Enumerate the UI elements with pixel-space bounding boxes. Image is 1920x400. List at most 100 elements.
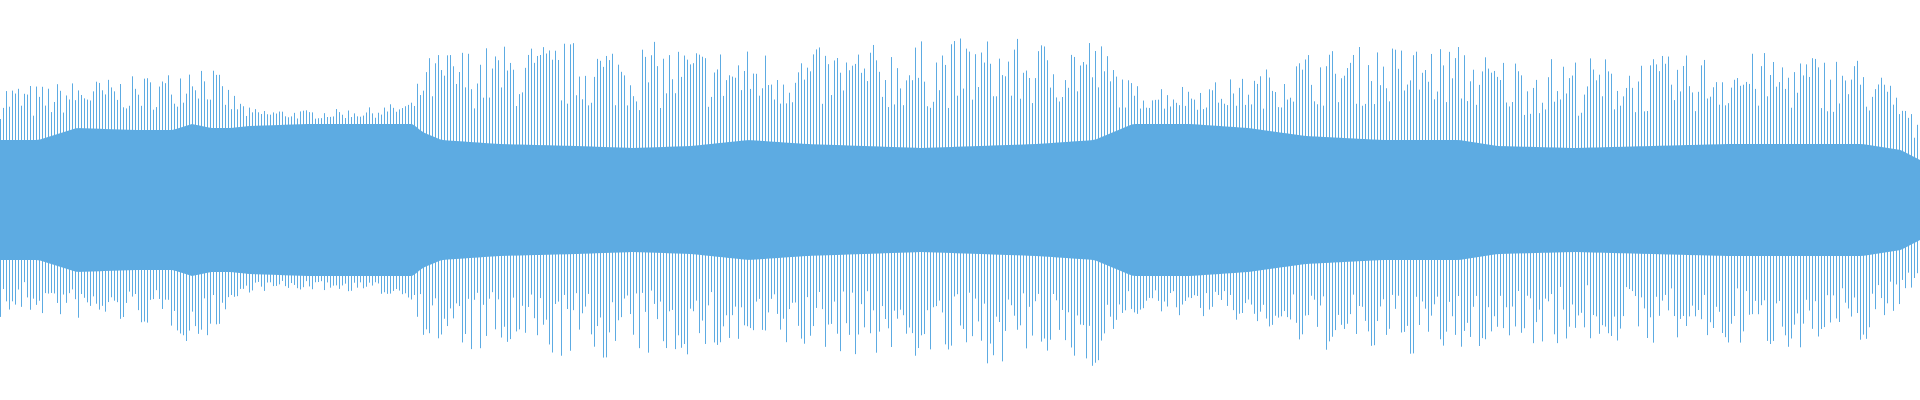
waveform-bar xyxy=(1203,109,1204,317)
waveform-bar xyxy=(1335,73,1336,331)
waveform-bar xyxy=(1572,75,1573,305)
waveform-bar xyxy=(1395,49,1396,309)
waveform-bar xyxy=(1635,112,1636,297)
waveform-bar xyxy=(1329,54,1330,342)
waveform-bar xyxy=(1488,68,1489,308)
waveform-bar xyxy=(1101,46,1102,341)
waveform-bar xyxy=(450,55,451,309)
waveform-bar xyxy=(1872,96,1873,294)
waveform-bar xyxy=(711,96,712,293)
waveform-bar xyxy=(852,65,853,293)
waveform-bar xyxy=(690,64,691,309)
waveform-bar xyxy=(975,54,976,299)
waveform-bar xyxy=(1689,86,1690,317)
waveform-bar xyxy=(192,86,193,312)
waveform-bar xyxy=(207,99,208,336)
waveform-bar xyxy=(1731,87,1732,324)
waveform-bar xyxy=(513,69,514,298)
waveform-bar xyxy=(1827,111,1828,296)
waveform-bar xyxy=(777,79,778,314)
waveform-bar xyxy=(813,54,814,327)
waveform-bar xyxy=(342,114,343,286)
waveform-bar xyxy=(1866,106,1867,339)
waveform-bar xyxy=(657,66,658,320)
waveform-bar xyxy=(1530,113,1531,299)
waveform-bar xyxy=(177,106,178,331)
waveform-bar xyxy=(978,87,979,322)
waveform-bar xyxy=(522,92,523,306)
waveform-bar xyxy=(1176,102,1177,308)
waveform-bar xyxy=(1641,65,1642,298)
waveform-bar xyxy=(1752,53,1753,315)
waveform-bar xyxy=(1836,61,1837,319)
waveform-bar xyxy=(1200,92,1201,308)
waveform-bar xyxy=(60,90,61,315)
waveform-bar xyxy=(1491,72,1492,332)
waveform-bar xyxy=(138,94,139,311)
waveform-bar xyxy=(930,107,931,350)
waveform-bar xyxy=(225,104,226,310)
waveform-bar xyxy=(696,53,697,301)
waveform-bar xyxy=(636,101,637,294)
waveform-bar xyxy=(150,82,151,300)
waveform-bar xyxy=(726,80,727,316)
waveform-bar xyxy=(15,93,16,305)
waveform-bar xyxy=(147,78,148,323)
waveform-bar xyxy=(555,50,556,304)
waveform-bar xyxy=(531,48,532,295)
waveform-bar xyxy=(78,90,79,318)
waveform-bar xyxy=(1614,109,1615,317)
waveform-bar xyxy=(642,49,643,293)
waveform-bar xyxy=(216,74,217,325)
waveform-bar xyxy=(12,90,13,302)
waveform-bar xyxy=(540,54,541,299)
waveform-bar xyxy=(1899,114,1900,305)
waveform-bar xyxy=(1044,46,1045,339)
waveform-bar xyxy=(1629,75,1630,290)
waveform-bar xyxy=(1515,63,1516,327)
waveform-bar xyxy=(1578,115,1579,316)
waveform-bar xyxy=(1698,91,1699,310)
waveform-bar xyxy=(93,91,94,297)
waveform-bar xyxy=(1356,103,1357,334)
waveform-bar xyxy=(1494,70,1495,317)
waveform-bar xyxy=(285,116,286,287)
waveform-bar xyxy=(1170,106,1171,294)
waveform-bar xyxy=(1620,105,1621,329)
waveform-bar xyxy=(1254,80,1255,314)
waveform-bar xyxy=(1362,105,1363,307)
waveform-bar xyxy=(252,112,253,291)
waveform-bar xyxy=(345,118,346,284)
waveform-bar xyxy=(819,47,820,292)
waveform-bar xyxy=(1227,105,1228,306)
waveform-bar xyxy=(1158,99,1159,301)
waveform-bar xyxy=(438,55,439,339)
waveform-bar xyxy=(624,75,625,299)
waveform-bar xyxy=(327,117,328,283)
waveform-bar xyxy=(708,106,709,306)
waveform-bar xyxy=(264,111,265,291)
waveform-bar xyxy=(1260,76,1261,312)
waveform-bar xyxy=(1779,82,1780,301)
waveform-bar xyxy=(294,112,295,285)
waveform-bar xyxy=(351,117,352,291)
waveform-bar xyxy=(567,103,568,310)
waveform-bar xyxy=(1746,81,1747,292)
waveform-bar xyxy=(1251,104,1252,305)
waveform-bar xyxy=(183,102,184,336)
waveform-bar xyxy=(171,94,172,326)
waveform-bar xyxy=(654,41,655,304)
waveform-bar xyxy=(1665,63,1666,295)
waveform-bar xyxy=(1140,108,1141,310)
waveform-bar xyxy=(573,43,574,311)
waveform-bar xyxy=(1653,59,1654,343)
waveform-bar xyxy=(792,102,793,303)
waveform-bar xyxy=(954,41,955,297)
waveform-bar xyxy=(1320,67,1321,306)
waveform-bar xyxy=(1146,107,1147,301)
waveform-bar xyxy=(432,96,433,306)
waveform-bar xyxy=(1686,55,1687,326)
waveform-bar xyxy=(1737,78,1738,289)
waveform-bar xyxy=(1803,75,1804,324)
waveform-bar xyxy=(681,76,682,348)
